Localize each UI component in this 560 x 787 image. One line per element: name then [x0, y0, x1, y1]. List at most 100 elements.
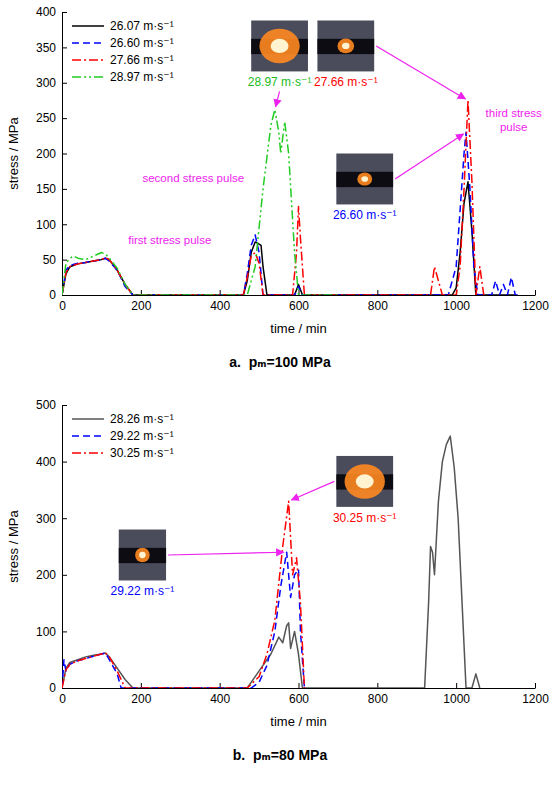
legend-entry: 30.25 m·s⁻¹ [72, 446, 174, 460]
arrow [395, 134, 463, 179]
x-tick-label: 600 [289, 299, 309, 313]
y-tick-label: 0 [49, 288, 56, 302]
x-tick: 400 [210, 290, 230, 313]
legend-label: 28.97 m·s⁻¹ [110, 70, 174, 84]
series-line [62, 552, 304, 688]
y-tick-mark [62, 118, 67, 119]
legend-label: 30.25 m·s⁻¹ [110, 446, 174, 460]
x-axis-title: time / min [270, 321, 326, 336]
photo-core [361, 176, 368, 182]
x-tick-mark [456, 683, 457, 688]
x-axis-line [63, 688, 536, 689]
photo-core [342, 43, 350, 49]
y-tick-mark [62, 518, 67, 519]
photo [119, 530, 166, 581]
photo [317, 20, 374, 71]
y-tick: 100 [36, 218, 67, 232]
y-tick-mark [62, 575, 67, 576]
photo [336, 456, 393, 507]
x-tick-label: 400 [210, 299, 230, 313]
legend-entry: 26.07 m·s⁻¹ [72, 19, 174, 33]
annotations: first stress pulsesecond stress pulsethi… [128, 20, 542, 246]
figure: 0200400600800100012000501001502002503003… [0, 0, 560, 787]
panel-caption: b. pₘ=80 MPa [233, 747, 328, 763]
y-tick-label: 500 [36, 398, 56, 412]
y-tick-label: 400 [36, 455, 56, 469]
photo-band [317, 39, 374, 54]
y-tick-label: 400 [36, 5, 56, 19]
legend-entry: 28.26 m·s⁻¹ [72, 412, 174, 426]
y-axis: 0 100 200 300 400 500 [36, 398, 67, 695]
legend-entry: 29.22 m·s⁻¹ [72, 429, 174, 443]
y-tick: 200 [36, 568, 67, 582]
photo-core [356, 474, 374, 488]
photo-glow [345, 464, 385, 499]
photo [251, 20, 308, 71]
photo-band [119, 548, 166, 563]
y-axis-title: stress / MPa [6, 510, 21, 583]
y-tick-mark [62, 295, 67, 296]
x-tick: 600 [289, 683, 309, 706]
x-tick: 200 [131, 290, 151, 313]
series-line [62, 436, 480, 688]
legend-entry: 27.66 m·s⁻¹ [72, 53, 174, 67]
y-tick-mark [62, 405, 67, 406]
photo [336, 154, 393, 205]
plot-lines [62, 436, 480, 688]
y-tick-label: 200 [36, 147, 56, 161]
legend-swatch [72, 418, 104, 420]
y-tick-mark [62, 631, 67, 632]
y-tick-mark [62, 462, 67, 463]
photo-core [139, 552, 146, 558]
photo-frame [317, 20, 374, 71]
x-tick-label: 0 [59, 299, 66, 313]
x-tick-label: 200 [131, 299, 151, 313]
legend-swatch [72, 76, 104, 78]
y-tick-mark [62, 260, 67, 261]
y-tick-label: 150 [36, 182, 56, 196]
photo-label: 29.22 m·s⁻¹ [111, 584, 175, 598]
legend-swatch [72, 42, 104, 44]
y-tick: 0 [49, 681, 67, 695]
y-tick-mark [62, 224, 67, 225]
y-tick: 0 [49, 288, 67, 302]
y-tick-mark [62, 47, 67, 48]
legend: 26.07 m·s⁻¹26.60 m·s⁻¹27.66 m·s⁻¹28.97 m… [72, 19, 174, 84]
photo-label: 30.25 m·s⁻¹ [333, 511, 397, 525]
photo-label: 27.66 m·s⁻¹ [314, 75, 378, 89]
arrow [291, 481, 334, 500]
photo-label: 26.60 m·s⁻¹ [333, 208, 397, 222]
y-axis-line [62, 406, 63, 689]
y-tick: 300 [36, 512, 67, 526]
x-tick-label: 0 [59, 692, 66, 706]
legend-label: 27.66 m·s⁻¹ [110, 53, 174, 67]
legend-swatch [72, 25, 104, 27]
photo-glow [357, 172, 372, 185]
x-axis-title: time / min [270, 714, 326, 729]
y-tick: 100 [36, 625, 67, 639]
x-tick: 1200 [522, 683, 549, 706]
legend-swatch [72, 452, 104, 454]
panel-caption: a. pₘ=100 MPa [229, 354, 331, 370]
photo-frame [336, 456, 393, 507]
legend-label: 29.22 m·s⁻¹ [110, 429, 174, 443]
series-line [62, 110, 338, 295]
y-tick-label: 350 [36, 41, 56, 55]
legend-swatch [72, 59, 104, 61]
y-tick-label: 300 [36, 512, 56, 526]
legend-label: 26.07 m·s⁻¹ [110, 19, 174, 33]
x-tick-label: 1200 [522, 692, 549, 706]
x-tick-label: 1000 [443, 692, 470, 706]
y-axis: 050100150200250300350400 [36, 5, 67, 302]
photo-band [336, 172, 393, 187]
photo-glow [135, 548, 150, 563]
x-tick-label: 1200 [522, 299, 549, 313]
annotation: second stress pulse [142, 172, 244, 184]
photo-frame [119, 530, 166, 581]
y-tick-mark [62, 688, 67, 689]
series-line [62, 132, 519, 295]
photo-label: 28.97 m·s⁻¹ [248, 75, 312, 89]
series-line [62, 182, 515, 295]
x-tick-label: 400 [210, 692, 230, 706]
x-tick: 800 [368, 683, 388, 706]
